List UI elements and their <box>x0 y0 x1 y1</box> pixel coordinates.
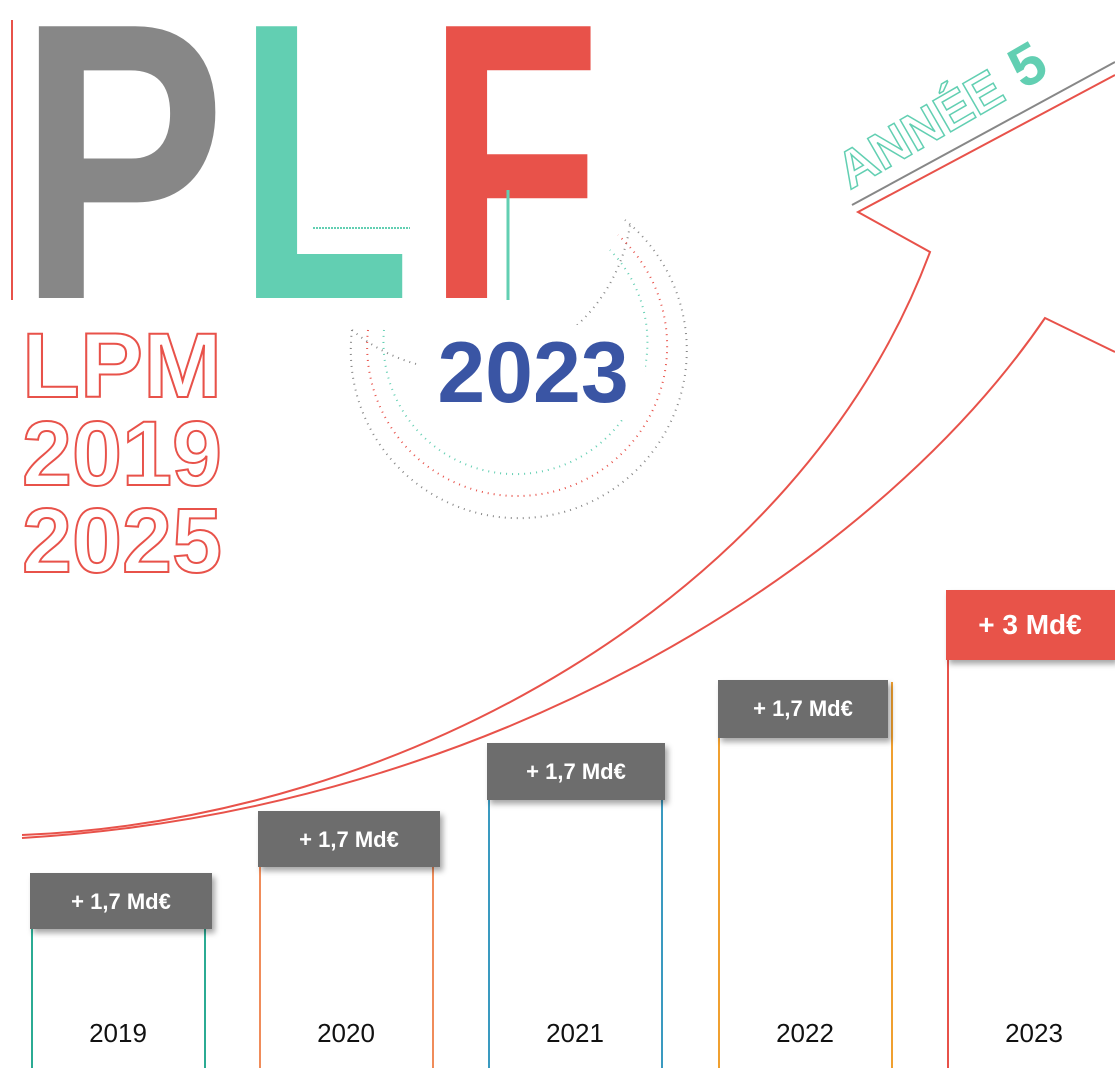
letter-p: P <box>18 0 226 382</box>
badge: ANNÉE 5 <box>826 29 1057 201</box>
deco-line <box>851 61 1115 206</box>
column: + 3 Md€ 2023 <box>946 590 1115 1068</box>
column: + 1,7 Md€ 2022 <box>718 680 893 1068</box>
amount-box <box>487 743 665 800</box>
letter-l: L <box>237 0 411 382</box>
lpm-end: 2025 <box>22 490 222 592</box>
lpm-start: 2019 <box>22 403 222 505</box>
column: + 1,7 Md€ 2021 <box>487 743 665 1068</box>
year: 2020 <box>317 1018 375 1048</box>
plf-year: 2023 <box>437 325 628 421</box>
amount: + 1,7 Md€ <box>753 696 853 721</box>
amount-box <box>946 590 1115 660</box>
year-backdrop <box>420 325 645 420</box>
year: 2021 <box>546 1018 604 1048</box>
badge-number: 5 <box>997 29 1057 101</box>
amount: + 3 Md€ <box>978 609 1082 640</box>
arrow-curve <box>21 74 1115 836</box>
arrow-curve <box>21 316 1115 839</box>
amount: + 1,7 Md€ <box>526 759 626 784</box>
amount-box <box>30 873 212 929</box>
year: 2019 <box>89 1018 147 1048</box>
year: 2023 <box>1005 1018 1063 1048</box>
lpm-label: LPM <box>22 315 222 417</box>
amount: + 1,7 Md€ <box>299 827 399 852</box>
year: 2022 <box>776 1018 834 1048</box>
column: + 1,7 Md€ 2020 <box>258 811 440 1068</box>
column: + 1,7 Md€ 2019 <box>30 873 212 1068</box>
amount-box <box>718 680 888 738</box>
amount-box <box>258 811 440 867</box>
amount: + 1,7 Md€ <box>71 889 171 914</box>
letter-f: F <box>427 0 601 382</box>
